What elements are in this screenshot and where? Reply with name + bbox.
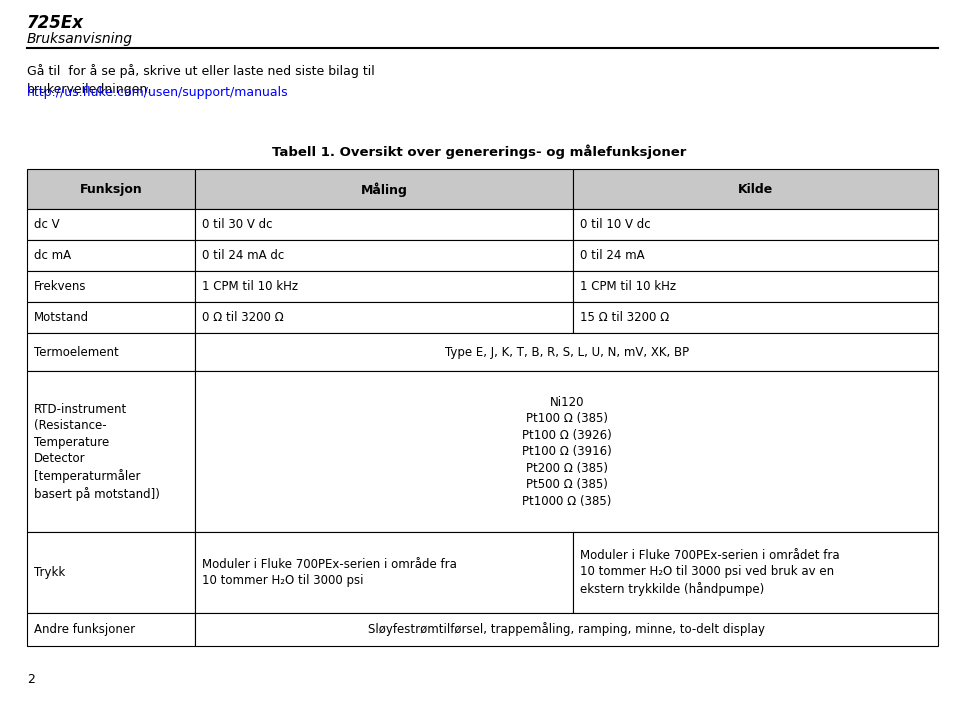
Text: 725Ex: 725Ex <box>27 14 83 32</box>
Text: http://us.fluke.com/usen/support/manuals: http://us.fluke.com/usen/support/manuals <box>27 86 289 99</box>
Text: 0 til 10 V dc: 0 til 10 V dc <box>580 218 651 232</box>
Text: Type E, J, K, T, B, R, S, L, U, N, mV, XK, BP: Type E, J, K, T, B, R, S, L, U, N, mV, X… <box>445 345 689 359</box>
Text: Motstand: Motstand <box>34 311 88 324</box>
Text: Frekvens: Frekvens <box>34 280 86 293</box>
Text: Kilde: Kilde <box>738 183 773 196</box>
Text: 0 Ω til 3200 Ω: 0 Ω til 3200 Ω <box>202 311 284 324</box>
Text: 0 til 24 mA: 0 til 24 mA <box>580 249 644 262</box>
Text: dc mA: dc mA <box>34 249 71 262</box>
Text: Gå til  for å se på, skrive ut eller laste ned siste bilag til
brukerveiledninge: Gå til for å se på, skrive ut eller last… <box>27 64 375 95</box>
Text: 1 CPM til 10 kHz: 1 CPM til 10 kHz <box>202 280 298 293</box>
Text: Funksjon: Funksjon <box>80 183 143 196</box>
Text: 15 Ω til 3200 Ω: 15 Ω til 3200 Ω <box>580 311 669 324</box>
Text: Tabell 1. Oversikt over genererings- og målefunksjoner: Tabell 1. Oversikt over genererings- og … <box>272 145 687 160</box>
Text: dc V: dc V <box>34 218 59 232</box>
Text: 1 CPM til 10 kHz: 1 CPM til 10 kHz <box>580 280 676 293</box>
Text: Moduler i Fluke 700PEx-serien i området fra
10 tommer H₂O til 3000 psi ved bruk : Moduler i Fluke 700PEx-serien i området … <box>580 549 840 596</box>
Text: Trykk: Trykk <box>34 566 65 579</box>
Text: Sløyfestrømtilførsel, trappemåling, ramping, minne, to-delt display: Sløyfestrømtilførsel, trappemåling, ramp… <box>368 622 765 636</box>
Text: 0 til 30 V dc: 0 til 30 V dc <box>202 218 272 232</box>
Text: Ni120
Pt100 Ω (385)
Pt100 Ω (3926)
Pt100 Ω (3916)
Pt200 Ω (385)
Pt500 Ω (385)
Pt: Ni120 Pt100 Ω (385) Pt100 Ω (3926) Pt100… <box>522 396 612 508</box>
Text: Bruksanvisning: Bruksanvisning <box>27 32 133 46</box>
Text: 0 til 24 mA dc: 0 til 24 mA dc <box>202 249 285 262</box>
Text: 2: 2 <box>27 674 35 686</box>
Text: Andre funksjoner: Andre funksjoner <box>34 623 134 636</box>
Text: RTD-instrument
(Resistance-
Temperature
Detector
[temperaturmåler
basert på mots: RTD-instrument (Resistance- Temperature … <box>34 402 159 501</box>
Text: Måling: Måling <box>361 182 408 197</box>
Text: Moduler i Fluke 700PEx-serien i område fra
10 tommer H₂O til 3000 psi: Moduler i Fluke 700PEx-serien i område f… <box>202 558 457 587</box>
Text: Termoelement: Termoelement <box>34 345 118 359</box>
